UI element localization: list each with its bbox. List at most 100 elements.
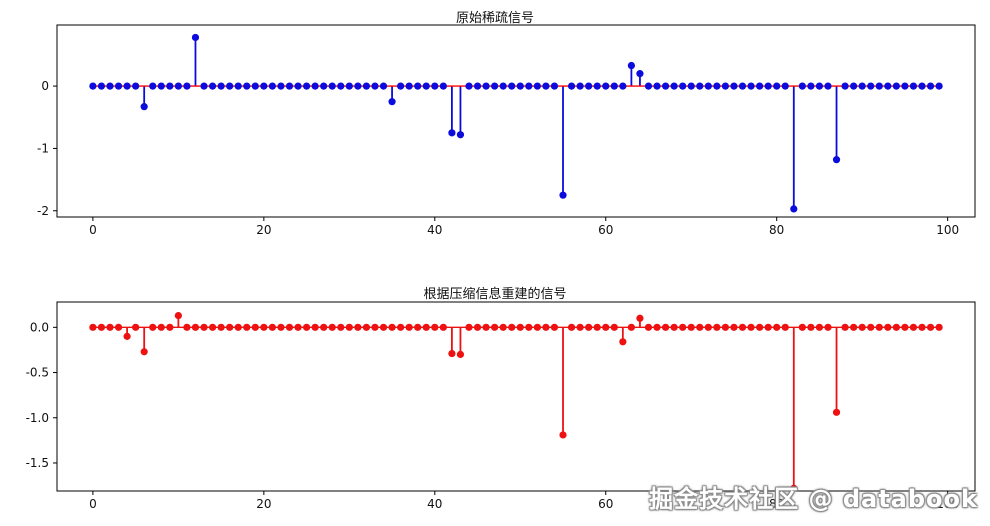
stem-marker: [379, 82, 388, 90]
stem-marker: [542, 323, 550, 331]
stem-marker: [858, 82, 866, 90]
stem-marker: [661, 82, 670, 90]
stem-marker: [328, 323, 336, 331]
stem-marker: [832, 408, 841, 416]
stem-marker: [516, 82, 524, 90]
stem-marker: [200, 82, 208, 90]
stem-marker: [414, 82, 422, 90]
stem-marker: [234, 323, 242, 331]
stem-marker: [132, 323, 140, 331]
stem-marker: [191, 323, 200, 331]
stem-marker: [268, 82, 276, 90]
y-tick-label: 0.0: [30, 320, 49, 334]
stem-marker: [533, 323, 541, 331]
stem-marker: [602, 323, 610, 331]
stem-marker: [149, 82, 157, 90]
stem-marker: [448, 129, 456, 137]
stem-marker: [585, 82, 593, 90]
stem-marker: [311, 323, 319, 331]
chart-title-reconstructed: 根据压缩信息重建的信号: [423, 287, 567, 302]
stem-marker: [790, 205, 798, 213]
stem-marker: [567, 82, 576, 90]
stem-marker: [132, 82, 140, 90]
stem-marker: [670, 82, 678, 90]
stem-marker: [850, 82, 858, 90]
chart-reconstructed-signal: 根据压缩信息重建的信号 0 20 40 60 80 100 0.0 -0.5 -1.0 -1.5: [0, 276, 990, 526]
stem-marker: [550, 82, 559, 90]
stem-marker: [576, 82, 584, 90]
stem-marker: [559, 431, 567, 439]
stem-marker: [619, 82, 627, 90]
x-tick-label: 20: [256, 223, 271, 237]
stem-marker: [97, 82, 106, 90]
stem-marker: [140, 348, 148, 356]
stem-marker: [89, 323, 97, 331]
y-tick-label: -0.5: [26, 366, 49, 380]
watermark: 掘金技术社区 @ databook: [649, 485, 978, 513]
stem-marker: [790, 484, 798, 492]
stem-marker: [627, 61, 635, 70]
x-tick-label: 60: [598, 497, 613, 511]
stem-marker: [191, 33, 200, 42]
stem-marker: [756, 82, 764, 90]
stem-marker: [935, 323, 943, 331]
stem-marker: [644, 323, 653, 331]
stem-marker: [106, 323, 114, 331]
stem-marker: [807, 82, 815, 90]
x-tick-label: 0: [89, 497, 97, 511]
stem-marker: [285, 323, 294, 331]
stem-marker: [345, 323, 353, 331]
stem-marker: [345, 82, 353, 90]
stem-marker: [294, 323, 302, 331]
stem-marker: [525, 82, 533, 90]
stem-marker: [747, 323, 755, 331]
stem-marker: [482, 82, 490, 90]
plot-frame: [56, 24, 976, 218]
stem-marker: [302, 323, 311, 331]
stem-marker: [320, 82, 328, 90]
stem-marker: [431, 323, 439, 331]
stem-marker: [815, 82, 824, 90]
stem-marker: [140, 103, 148, 111]
stem-marker: [388, 323, 396, 331]
stem-marker: [687, 323, 695, 331]
stem-marker: [567, 323, 576, 331]
stem-marker: [559, 191, 567, 199]
stem-marker: [525, 323, 533, 331]
plot-frame: [56, 301, 976, 492]
stem-marker: [473, 323, 482, 331]
x-tick-label: 100: [936, 223, 959, 237]
stem-marker: [371, 82, 379, 90]
stem-marker: [397, 82, 405, 90]
stem-marker: [354, 323, 362, 331]
stem-marker: [576, 323, 584, 331]
stem-marker: [892, 82, 900, 90]
x-tick-label: 40: [427, 497, 442, 511]
stem-marker: [704, 323, 712, 331]
stem-marker: [285, 82, 294, 90]
stem-marker: [901, 82, 909, 90]
stem-marker: [456, 131, 465, 139]
stem-marker: [926, 323, 935, 331]
stem-marker: [397, 323, 405, 331]
stem-marker: [302, 82, 311, 90]
stem-marker: [456, 350, 465, 359]
x-tick-label: 60: [598, 223, 613, 237]
stem-marker: [311, 82, 319, 90]
stem-marker: [508, 82, 516, 90]
stem-marker: [756, 323, 764, 331]
stem-marker: [807, 323, 815, 331]
stem-marker: [542, 82, 550, 90]
stem-marker: [918, 323, 926, 331]
stem-marker: [661, 323, 670, 331]
stem-marker: [217, 323, 225, 331]
stem-marker: [773, 323, 781, 331]
stem-marker: [704, 82, 712, 90]
stem-marker: [798, 82, 806, 90]
stem-marker: [824, 323, 832, 331]
stem-marker: [354, 82, 362, 90]
stem-marker: [414, 323, 422, 331]
stem-plot-original: 0 20 40 60 80 100 0 -1 -2: [37, 24, 976, 237]
stem-marker: [328, 82, 336, 90]
stem-marker: [696, 82, 704, 90]
